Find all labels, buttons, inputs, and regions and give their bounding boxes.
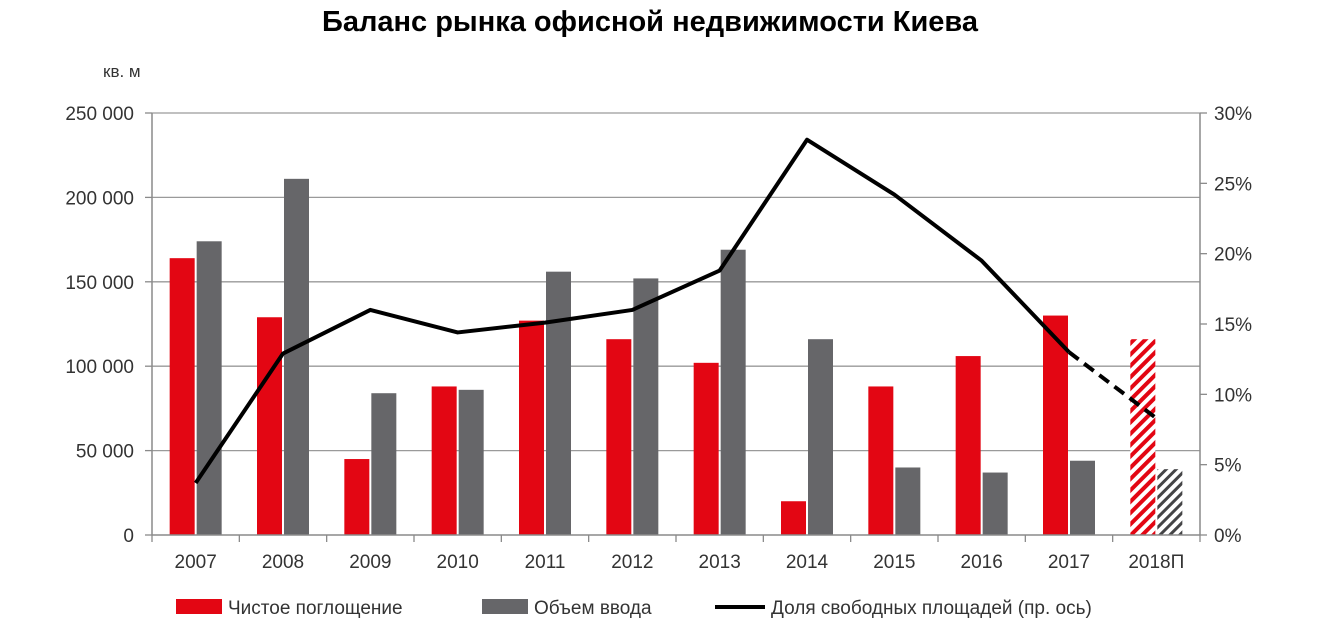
absorption-bar xyxy=(693,362,719,535)
absorption-bar xyxy=(1043,315,1068,535)
axes xyxy=(145,112,1207,542)
y-tick-label: 100 000 xyxy=(65,357,134,378)
chart-title: Баланс рынка офисной недвижимости Киева xyxy=(321,6,979,38)
y-tick-label: 150 000 xyxy=(65,273,134,294)
x-tick-label: 2014 xyxy=(786,552,829,573)
y-tick-label: 250 000 xyxy=(65,104,134,125)
vacancy-line xyxy=(194,137,1158,485)
x-tick-label: 2015 xyxy=(873,552,915,573)
x-tick-label: 2013 xyxy=(699,552,741,573)
absorption-bar xyxy=(868,386,894,535)
x-tick-label: 2016 xyxy=(961,552,1003,573)
completions-bar xyxy=(808,339,833,535)
x-tick-label: 2008 xyxy=(262,552,304,573)
y-axis-unit-label: кв. м xyxy=(103,62,141,81)
absorption-bar xyxy=(344,459,370,535)
absorption-bar xyxy=(955,356,981,535)
bars xyxy=(169,178,1183,535)
legend: Чистое поглощение Объем ввода Доля свободн… xyxy=(176,598,1092,619)
y2-tick-label: 10% xyxy=(1214,385,1252,406)
legend-vacancy-label: Доля свободных площадей (пр. ось) xyxy=(771,598,1092,619)
y2-tick-label: 5% xyxy=(1214,456,1242,477)
completions-bar xyxy=(546,271,571,535)
x-tick-label: 2017 xyxy=(1048,552,1090,573)
y2-tick-label: 0% xyxy=(1214,526,1242,547)
tick-labels: 0 50 000 100 000 150 000 200 000 250 000 0% 5% 1… xyxy=(65,104,1252,573)
absorption-bar xyxy=(431,386,457,535)
legend-absorption-swatch xyxy=(176,599,222,614)
x-tick-label: 2010 xyxy=(437,552,479,573)
vacancy-line-solid xyxy=(194,137,1071,485)
completions-bar xyxy=(458,389,484,535)
y-tick-label: 50 000 xyxy=(76,442,134,463)
x-tick-label: 2012 xyxy=(611,552,653,573)
legend-absorption-label: Чистое поглощение xyxy=(228,598,403,619)
x-tick-label: 2007 xyxy=(175,552,217,573)
completions-bar xyxy=(633,278,659,535)
completions-bar xyxy=(371,393,397,535)
x-tick-label: 2009 xyxy=(349,552,391,573)
completions-bar xyxy=(1157,469,1183,535)
y-tick-label: 0 xyxy=(123,526,134,547)
absorption-bar xyxy=(257,317,282,535)
absorption-bar xyxy=(781,501,806,535)
absorption-bar xyxy=(519,320,544,535)
legend-completions-swatch xyxy=(482,599,528,614)
y2-tick-label: 25% xyxy=(1214,174,1252,195)
completions-bar xyxy=(1070,460,1095,535)
completions-bar xyxy=(284,178,309,535)
y2-tick-label: 15% xyxy=(1214,315,1252,336)
completions-bar xyxy=(720,249,746,535)
x-tick-label: 2011 xyxy=(525,552,566,573)
absorption-bar xyxy=(1130,339,1156,535)
y2-tick-label: 30% xyxy=(1214,104,1252,125)
completions-bar xyxy=(982,472,1008,535)
y-tick-label: 200 000 xyxy=(65,188,134,209)
x-tick-label: 2018П xyxy=(1128,552,1184,573)
completions-bar xyxy=(196,241,222,535)
legend-completions-label: Объем ввода xyxy=(534,598,652,619)
absorption-bar xyxy=(169,258,195,535)
completions-bar xyxy=(895,467,921,535)
gridlines xyxy=(152,112,1200,452)
absorption-bar xyxy=(606,339,632,535)
y2-tick-label: 20% xyxy=(1214,245,1252,266)
